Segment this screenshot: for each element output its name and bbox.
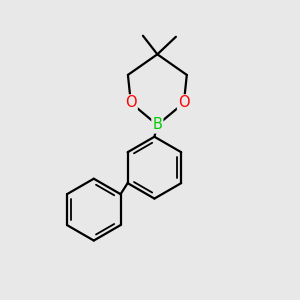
Text: O: O <box>178 95 190 110</box>
Text: O: O <box>125 95 137 110</box>
Text: B: B <box>152 118 162 133</box>
